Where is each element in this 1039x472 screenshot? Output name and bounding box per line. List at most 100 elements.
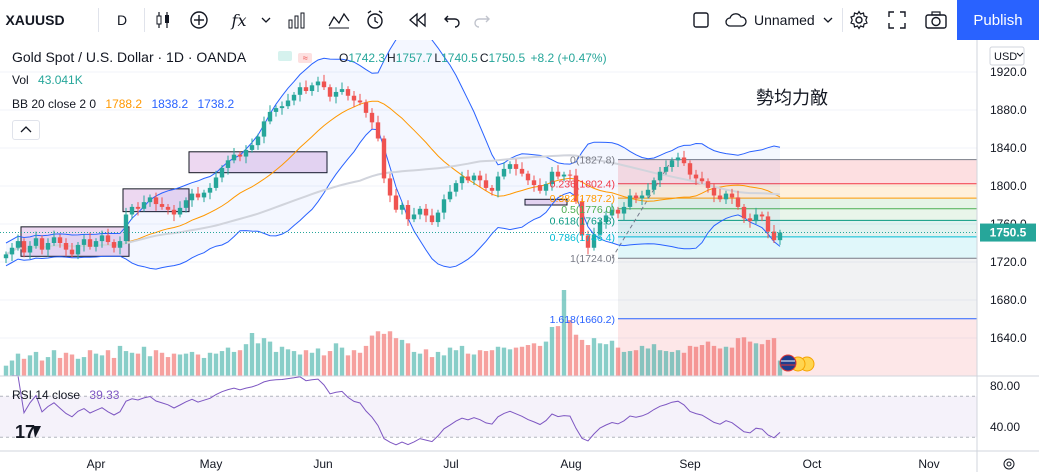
undo-icon <box>444 15 460 28</box>
range-box <box>20 226 130 257</box>
candle <box>117 236 123 255</box>
candle <box>393 188 399 213</box>
volume-bar <box>465 353 471 376</box>
time-tick-label: Apr <box>87 457 106 471</box>
volume-bar <box>711 345 717 376</box>
alert-button[interactable] <box>362 0 388 40</box>
candle-body <box>273 108 279 112</box>
compare-button[interactable] <box>186 0 212 40</box>
candle <box>207 183 213 200</box>
templates-button[interactable] <box>326 0 352 40</box>
candle-body <box>279 106 285 109</box>
candle <box>201 189 207 203</box>
indicators-button[interactable]: fx <box>224 0 254 40</box>
volume-legend: Vol 43.041K <box>12 73 83 87</box>
candle-body <box>201 192 207 198</box>
settings-button[interactable] <box>846 0 872 40</box>
candle <box>579 198 585 241</box>
candles-icon <box>156 12 169 28</box>
candles-layer <box>0 74 977 263</box>
volume-bar <box>273 351 279 376</box>
candle-body <box>465 176 471 181</box>
price-tick-label: 1720.0 <box>990 255 1027 269</box>
last-price-label: 1750.5 <box>990 226 1027 240</box>
fib-level-label: 0.382(1787.2) <box>550 193 615 205</box>
eye-icon[interactable] <box>278 51 292 61</box>
collapse-legend-button[interactable] <box>12 120 40 140</box>
replay-button[interactable] <box>404 0 430 40</box>
rsi-layer <box>0 375 977 446</box>
candle-body <box>417 208 423 215</box>
rsi-value: 39.33 <box>89 388 120 402</box>
rsi-label: RSI 14 close <box>12 388 81 402</box>
candle-body <box>531 180 537 186</box>
volume-bar <box>177 354 183 376</box>
gear-icon <box>850 10 868 30</box>
rsi-tick-label: 40.00 <box>990 420 1020 434</box>
candle-body <box>141 202 147 209</box>
bar-style-button[interactable] <box>150 0 176 40</box>
bb-lower-line <box>5 128 781 270</box>
candle-body <box>39 238 45 250</box>
candle-body <box>45 243 51 250</box>
volume-bar <box>597 343 603 376</box>
volume-bar <box>687 345 693 376</box>
candle-body <box>171 209 177 215</box>
select-layout-button[interactable] <box>688 0 714 40</box>
wave-icon[interactable]: ≈ <box>298 53 313 63</box>
candle <box>297 82 303 102</box>
volume-bar <box>381 333 387 376</box>
volume-bar <box>675 350 681 376</box>
candle <box>621 202 627 221</box>
snapshot-button[interactable] <box>922 0 950 40</box>
volume-bar <box>201 357 207 376</box>
financials-button[interactable] <box>284 0 310 40</box>
timezone-settings-icon[interactable] <box>1003 458 1015 470</box>
fullscreen-button[interactable] <box>884 0 910 40</box>
candle-body <box>165 206 171 210</box>
candle-body <box>75 244 81 255</box>
layout-name-button[interactable]: Unnamed <box>724 0 840 40</box>
price-tick-label: 1640.0 <box>990 331 1027 345</box>
candle-body <box>339 89 345 92</box>
volume-bar <box>159 352 165 376</box>
volume-bar <box>651 344 657 376</box>
candle-body <box>693 174 699 179</box>
chart-canvas[interactable]: 0(1827.8) 0.236(1802.4) 0.382(1787.2)0.5(1… <box>0 40 1039 472</box>
indicators-dropdown[interactable] <box>258 0 274 40</box>
candle-body <box>129 206 135 215</box>
interval-button[interactable]: D <box>110 0 134 40</box>
price-scale-currency[interactable]: USD <box>989 46 1025 66</box>
volume-bar <box>537 345 543 376</box>
candle-body <box>777 232 783 241</box>
volume-bar <box>705 341 711 376</box>
candle-body <box>387 178 393 196</box>
candle-body <box>669 160 675 167</box>
candle-body <box>561 174 567 177</box>
volume-bar <box>393 338 399 376</box>
undo-button[interactable] <box>440 0 464 40</box>
volume-bar <box>105 350 111 376</box>
redo-button[interactable] <box>470 0 494 40</box>
symbol-search-button[interactable]: XAUUSD <box>5 0 64 40</box>
candle-body <box>27 245 33 253</box>
candle-body <box>345 89 351 96</box>
volume-bar <box>123 351 129 376</box>
candle-body <box>699 178 705 182</box>
fib-level-label: 0(1827.8) <box>570 155 615 167</box>
bb-basis-line <box>5 100 781 255</box>
fullscreen-icon <box>888 11 906 29</box>
candle <box>171 205 177 222</box>
candle <box>765 211 771 239</box>
volume-bar <box>321 355 327 376</box>
tradingview-logo: 17 <box>15 422 41 442</box>
candle-body <box>189 193 195 201</box>
candle-body <box>747 218 753 222</box>
legend-icons[interactable]: ≈ <box>278 50 313 64</box>
candle <box>165 204 171 215</box>
candle-body <box>285 100 291 107</box>
fib-level-label: 1.618(1660.2) <box>550 314 615 326</box>
candle <box>213 170 219 191</box>
publish-button[interactable]: Publish <box>957 0 1039 40</box>
volume-bar <box>645 348 651 376</box>
